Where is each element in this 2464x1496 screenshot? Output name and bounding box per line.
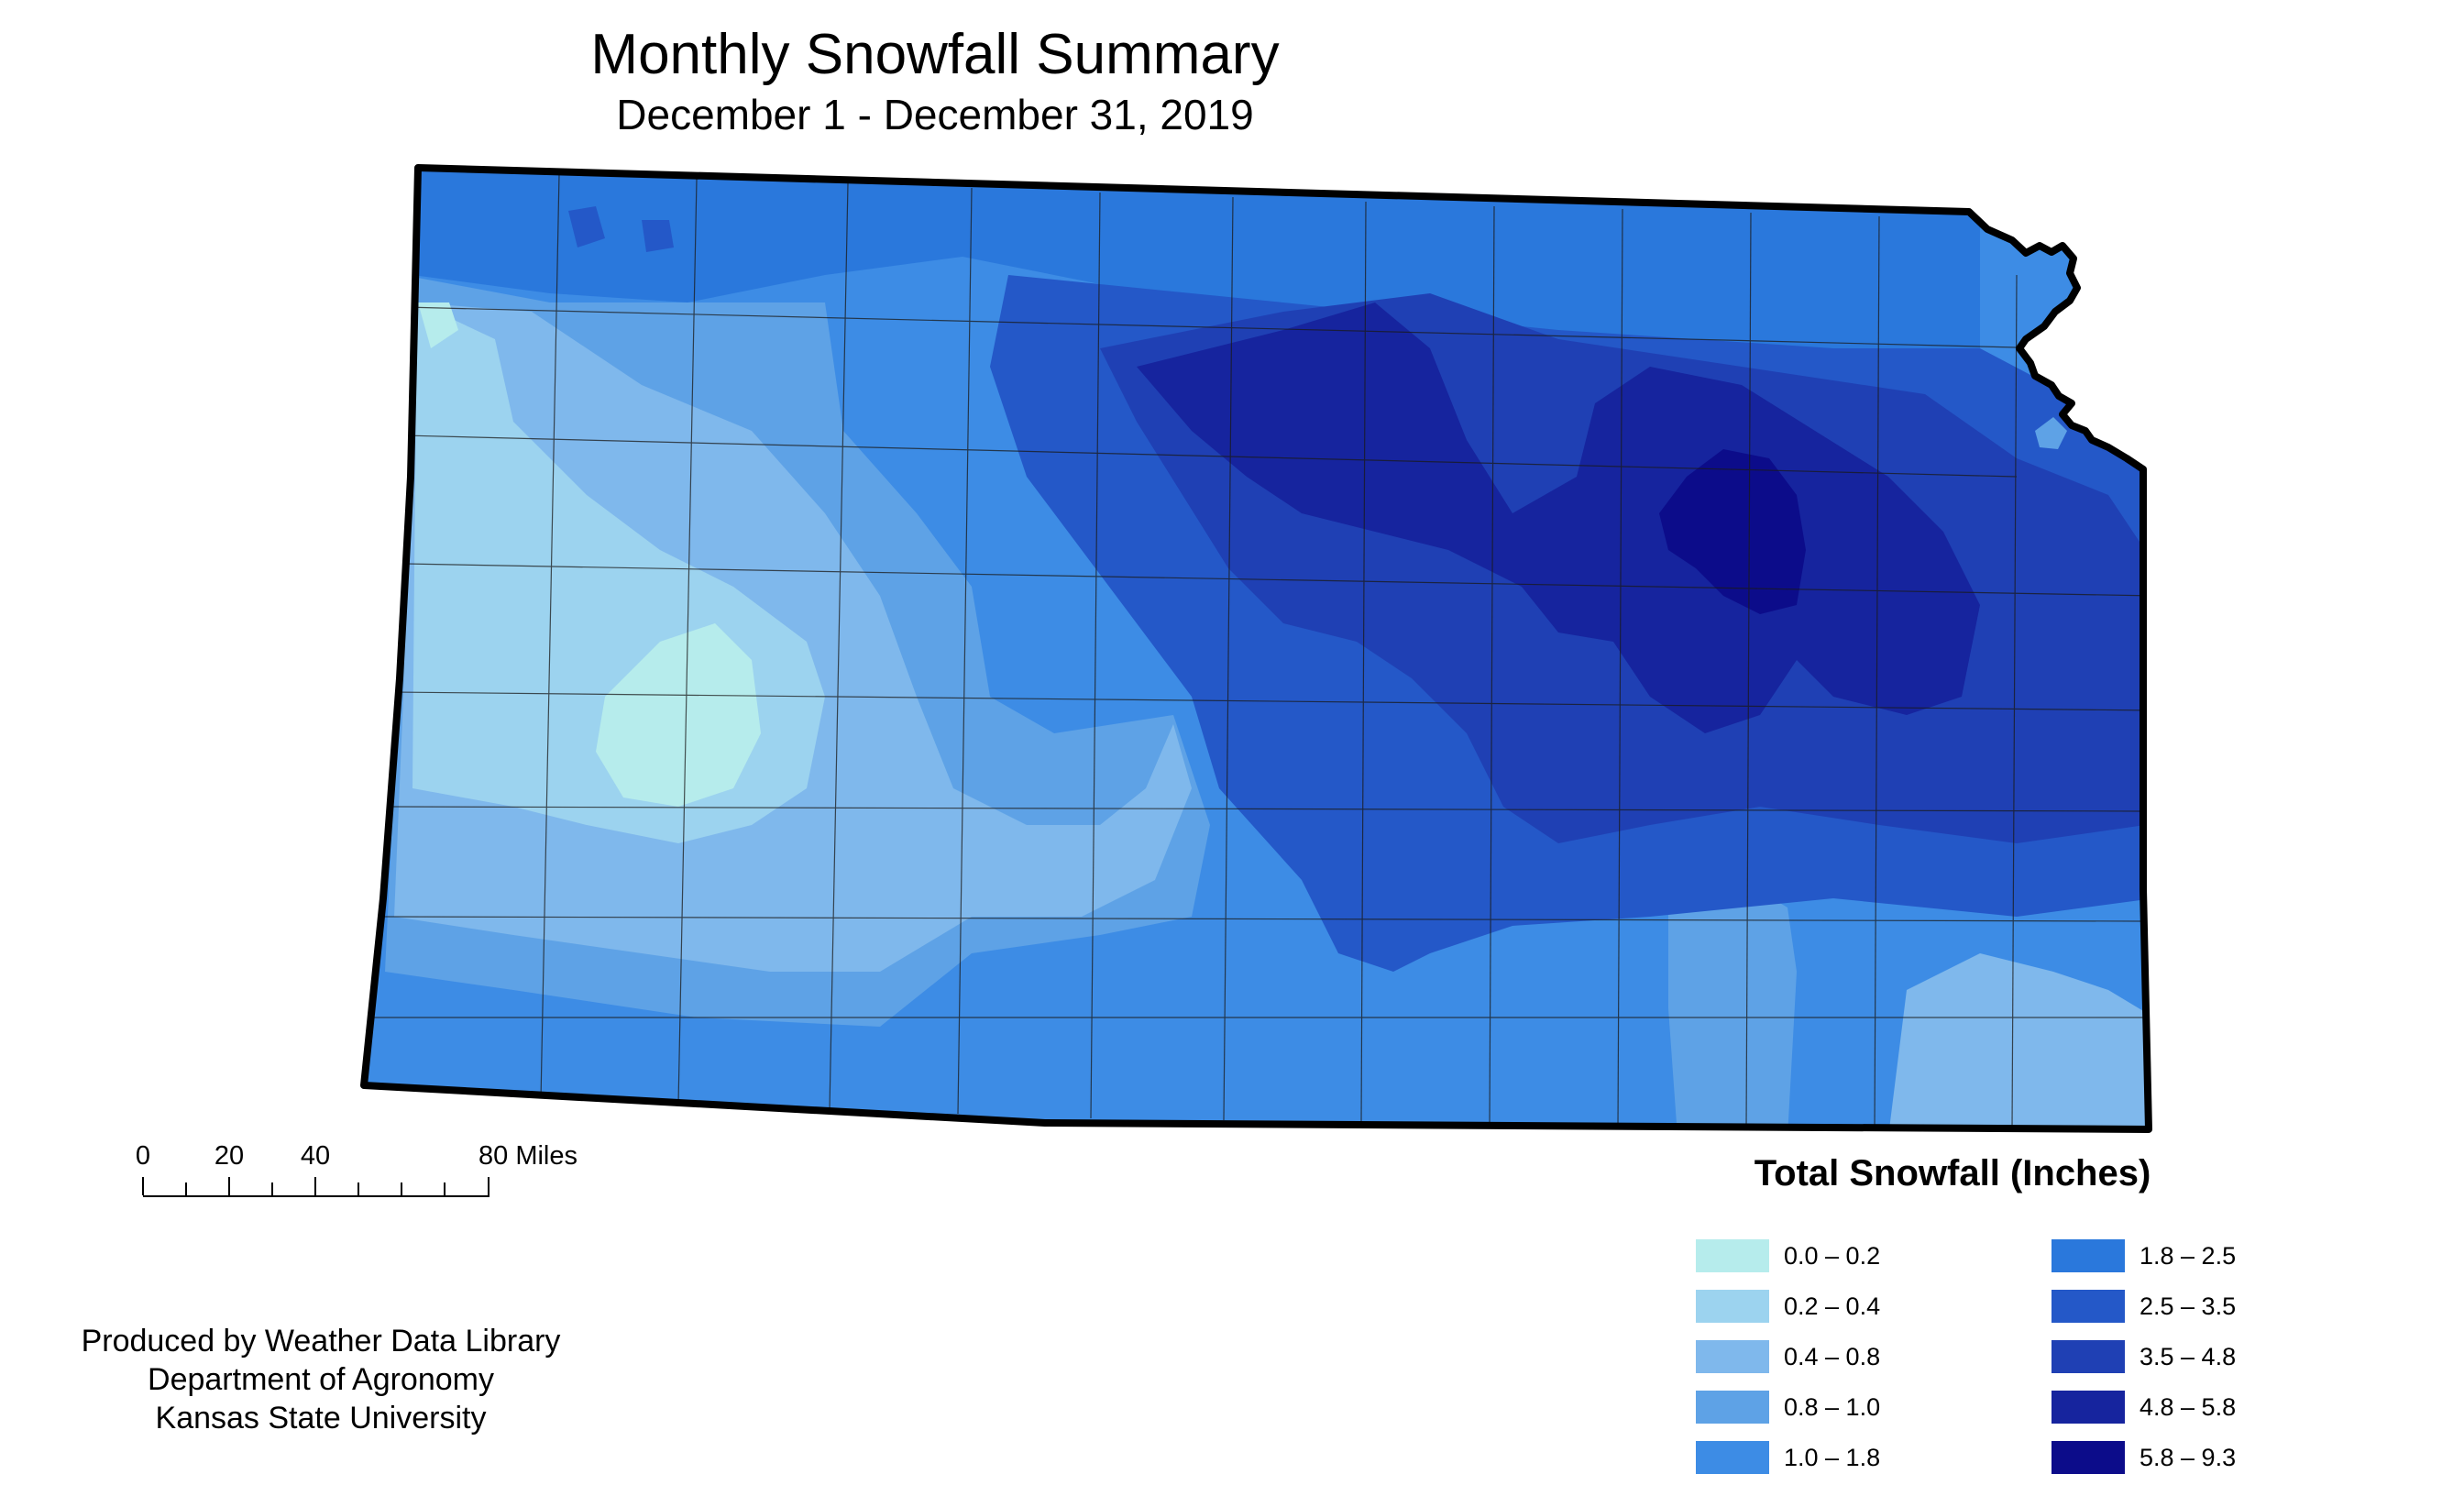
scale-label-0: 0 [135,1141,151,1171]
legend-item: 4.8 – 5.8 [2052,1391,2382,1441]
scale-label-80-miles: 80 Miles [478,1141,578,1171]
scale-tick [271,1182,273,1195]
scale-tick [142,1177,144,1195]
legend-item: 2.5 – 3.5 [2052,1290,2382,1340]
scale-tick [444,1182,446,1195]
snowfall-zone-4.8-5.8 [1137,302,1980,733]
legend-swatch [1696,1239,1769,1272]
state-outline [360,164,2152,1133]
legend-swatch [2052,1290,2125,1323]
legend-label: 5.8 – 9.3 [2140,1444,2237,1471]
legend-label: 1.8 – 2.5 [2140,1242,2237,1270]
legend-label: 0.0 – 0.2 [1784,1242,1881,1270]
scale-tick [228,1177,230,1195]
legend-label: 0.4 – 0.8 [1784,1343,1881,1370]
scale-label-40: 40 [300,1141,331,1171]
scale-label-20: 20 [214,1141,245,1171]
legend-swatch [2052,1391,2125,1424]
map-credits: Produced by Weather Data Library Departm… [46,1322,596,1437]
legend-column-right: 1.8 – 2.5 2.5 – 3.5 3.5 – 4.8 4.8 – 5.8 … [2052,1239,2382,1491]
snowfall-zone-5.8-9.3 [1659,449,1806,614]
scale-tick [358,1182,359,1195]
legend-swatch [2052,1340,2125,1373]
scale-line [143,1195,490,1197]
legend-item: 1.8 – 2.5 [2052,1239,2382,1290]
scale-tick [488,1177,490,1195]
legend-label: 0.8 – 1.0 [1784,1393,1881,1421]
legend-swatch [1696,1441,1769,1474]
legend-label: 2.5 – 3.5 [2140,1292,2237,1320]
scale-tick [314,1177,316,1195]
map-date-range: December 1 - December 31, 2019 [616,91,1254,138]
legend-label: 1.0 – 1.8 [1784,1444,1881,1471]
credit-line-university: Kansas State University [155,1401,487,1436]
credit-line-producer: Produced by Weather Data Library [81,1324,561,1358]
map-title: Monthly Snowfall Summary [590,23,1280,86]
legend-item: 0.0 – 0.2 [1696,1239,2026,1290]
legend-label: 4.8 – 5.8 [2140,1393,2237,1421]
legend-item: 0.2 – 0.4 [1696,1290,2026,1340]
snowfall-zone-1.8-2.5 [412,168,1980,385]
legend-label: 0.2 – 0.4 [1784,1292,1881,1320]
scale-bar: 0 20 40 80 Miles [135,1140,651,1204]
legend-item: 0.8 – 1.0 [1696,1391,2026,1441]
legend-swatch [1696,1340,1769,1373]
legend-column-left: 0.0 – 0.2 0.2 – 0.4 0.4 – 0.8 0.8 – 1.0 … [1696,1239,2026,1491]
scale-tick [401,1182,402,1195]
legend-item: 5.8 – 9.3 [2052,1441,2382,1491]
legend-swatch [2052,1239,2125,1272]
county-boundaries [367,173,2149,1129]
legend-swatch [1696,1290,1769,1323]
legend-swatch [2052,1441,2125,1474]
credit-line-department: Department of Agronomy [148,1362,494,1397]
legend-label: 3.5 – 4.8 [2140,1343,2237,1370]
snowfall-zone-0.0-0.2 [596,623,761,807]
legend-item: 1.0 – 1.8 [1696,1441,2026,1491]
legend-swatch [1696,1391,1769,1424]
legend-title: Total Snowfall (Inches) [1754,1153,2151,1194]
legend-item: 0.4 – 0.8 [1696,1340,2026,1391]
legend-item: 3.5 – 4.8 [2052,1340,2382,1391]
scale-tick [185,1182,187,1195]
